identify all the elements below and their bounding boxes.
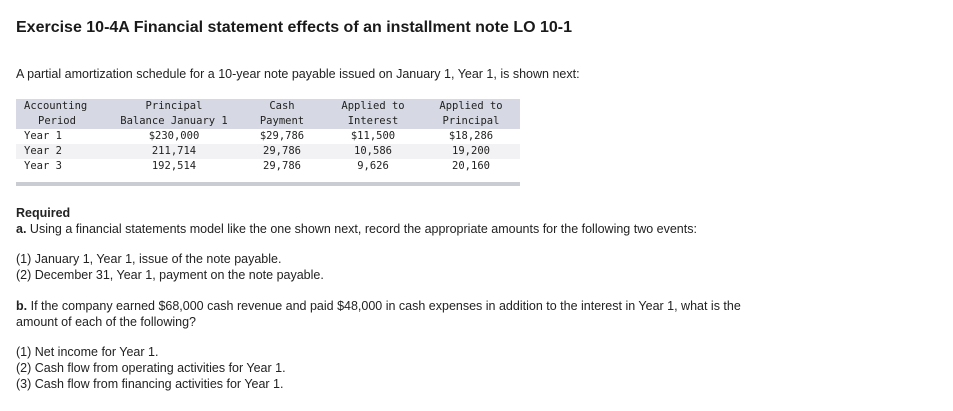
required-text: Required: [16, 206, 71, 220]
header-line: Balance January 1: [120, 115, 228, 127]
part-text: Using a financial statements model like …: [29, 222, 697, 236]
table-cell: $29,786: [259, 130, 305, 142]
title: Exercise 10-4A Financial statement effec…: [16, 19, 573, 36]
part-label: a.: [16, 222, 27, 236]
part-a: a. Using a financial statements model li…: [16, 222, 697, 236]
table-cell: 10,586: [324, 144, 422, 159]
table-cell: $230,000: [148, 130, 200, 142]
header-line: Principal: [442, 115, 500, 127]
part-b-cont: amount of each of the following?: [16, 315, 196, 329]
table-cell: 29,786: [263, 160, 301, 172]
table-body: Year 1 $230,000 $29,786 $11,500 $18,286 Year …: [16, 129, 520, 184]
part-b: b. If the company earned $68,000 cash re…: [16, 299, 741, 313]
col-header: Accounting Period: [16, 99, 108, 129]
header-line: Cash: [269, 100, 295, 112]
part-label: b.: [16, 299, 28, 313]
table-row: Year 1 $230,000 $29,786 $11,500 $18,286: [16, 129, 520, 144]
table-cell: $18,286: [448, 130, 494, 142]
header-line: Payment: [259, 115, 305, 127]
part-a-item: (1) January 1, Year 1, issue of the note…: [16, 252, 282, 266]
table-cell: 19,200: [422, 144, 520, 159]
col-header: Applied to Interest: [324, 99, 422, 129]
table-cell: 211,714: [108, 144, 240, 159]
table-cell: 20,160: [452, 160, 490, 172]
header-line: Period: [38, 115, 76, 127]
header-line: Applied to: [439, 100, 503, 112]
header-line: Interest: [347, 115, 399, 127]
col-header: Cash Payment: [240, 99, 324, 129]
table-row: Year 3 192,514 29,786 9,626 20,160: [16, 159, 520, 184]
part-b-item: (2) Cash flow from operating activities …: [16, 361, 286, 375]
table-cell: Year 3: [24, 160, 62, 172]
intro: A partial amortization schedule for a 10…: [16, 67, 580, 81]
part-a-item: (2) December 31, Year 1, payment on the …: [16, 268, 324, 282]
table-cell: 29,786: [240, 144, 324, 159]
header-line: Principal: [145, 100, 203, 112]
table-cell: $11,500: [350, 130, 396, 142]
table-row: Year 2 211,714 29,786 10,586 19,200: [16, 144, 520, 159]
amortization-table: Accounting Period Principal Balance Januar…: [16, 99, 520, 186]
required-label: Required: [16, 206, 70, 220]
part-b-item: (3) Cash flow from financing activities …: [16, 377, 284, 391]
table-cell: Year 2: [16, 144, 108, 159]
part-text: If the company earned $68,000 cash reven…: [30, 299, 741, 313]
col-header: Principal Balance January 1: [108, 99, 240, 129]
table-cell: Year 1: [24, 130, 62, 142]
header-line: Accounting: [24, 100, 88, 112]
table-cell: 9,626: [357, 160, 389, 172]
header-line: Applied to: [341, 100, 405, 112]
table-cell: 192,514: [151, 160, 197, 172]
col-header: Applied to Principal: [422, 99, 520, 129]
part-b-item: (1) Net income for Year 1.: [16, 345, 159, 359]
